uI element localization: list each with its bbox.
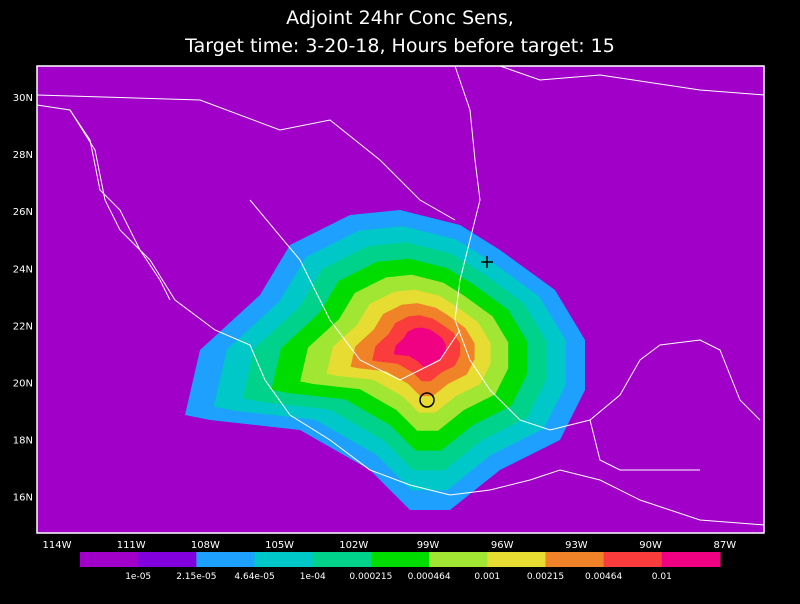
colorbar-label: 1e-05 (125, 572, 151, 582)
colorbar-label: 0.000215 (349, 572, 392, 582)
lon-label: 111W (117, 540, 146, 551)
title-line: Adjoint 24hr Conc Sens, (286, 7, 514, 29)
lat-label: 30N (13, 93, 33, 104)
colorbar-swatch (545, 552, 605, 567)
contour-level (393, 327, 446, 367)
lon-label: 108W (191, 540, 220, 551)
colorbar-swatch (487, 552, 546, 567)
title-line: Target time: 3-20-18, Hours before targe… (184, 35, 615, 57)
colorbar-label: 4.64e-05 (234, 572, 274, 582)
lon-label: 102W (339, 540, 368, 551)
colorbar-label: 0.00464 (585, 572, 622, 582)
contour-fields (185, 210, 585, 510)
lat-label: 28N (13, 150, 33, 161)
lat-label: 20N (13, 379, 33, 390)
colorbar-label: 0.001 (474, 572, 500, 582)
lat-label: 18N (13, 436, 33, 447)
lon-label: 99W (417, 540, 440, 551)
lat-label: 26N (13, 207, 33, 218)
map-frame (36, 65, 765, 534)
colorbar-label: 0.01 (652, 572, 672, 582)
border (589, 419, 700, 471)
colorbar-label: 2.15e-05 (176, 572, 216, 582)
colorbar-swatch (661, 552, 721, 567)
lon-label: 93W (565, 540, 588, 551)
lon-label: 87W (713, 540, 736, 551)
coastline (69, 109, 171, 301)
colorbar-swatch (603, 552, 663, 567)
lon-label: 90W (639, 540, 662, 551)
coastlines (37, 66, 764, 526)
colorbar-label: 0.00215 (527, 572, 564, 582)
lon-label: 96W (491, 540, 514, 551)
colorbar-swatch (370, 552, 430, 567)
source-marker (419, 392, 435, 408)
lat-label: 16N (13, 493, 33, 504)
lat-label: 24N (13, 264, 33, 275)
lat-label: 22N (13, 321, 33, 332)
lon-label: 114W (43, 540, 72, 551)
markers (419, 256, 493, 408)
border (499, 66, 764, 96)
colorbar-swatch (254, 552, 314, 567)
coastline (37, 104, 764, 526)
border (37, 94, 456, 221)
coastline (454, 66, 761, 431)
colorbar-swatch (80, 552, 139, 567)
colorbar-swatch (312, 552, 372, 567)
colorbar-label: 1e-04 (300, 572, 326, 582)
colorbar-swatch (429, 552, 488, 567)
lon-label: 105W (265, 540, 294, 551)
colorbar-swatch (138, 552, 197, 567)
border (249, 199, 461, 381)
colorbar-label: 0.000464 (408, 572, 451, 582)
colorbar-swatch (196, 552, 256, 567)
colorbar: 1e-05 2.15e-05 4.64e-05 1e-04 0.000215 0.0004… (80, 552, 721, 582)
axis-labels: 30N 28N 26N 24N 22N 20N 18N 16N 114W 111W 108W 105W… (13, 93, 736, 551)
